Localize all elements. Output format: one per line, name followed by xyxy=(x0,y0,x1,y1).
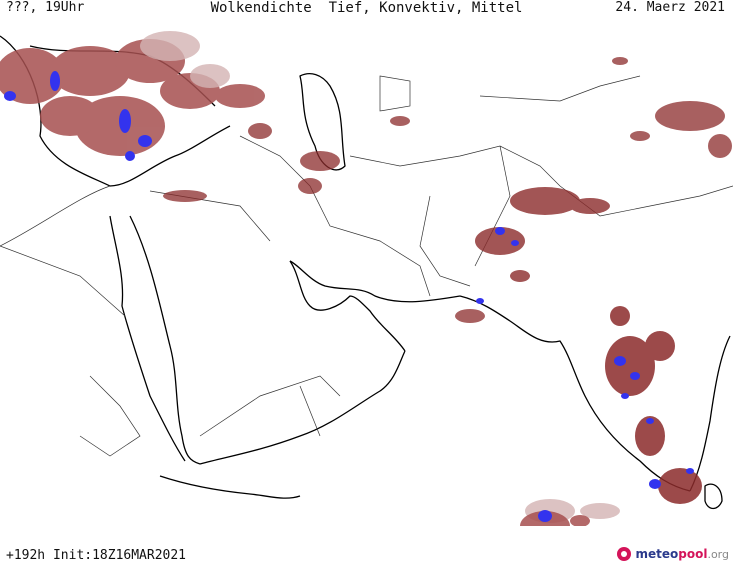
logo-text-pool: pool xyxy=(678,547,708,561)
cloud-patch-east xyxy=(612,57,732,158)
cloud-density-map xyxy=(0,31,733,526)
cloud-patch-pakistan xyxy=(475,187,610,282)
convective-cells xyxy=(4,71,694,522)
country-borders xyxy=(0,75,733,457)
cloud-cover-layer xyxy=(0,31,732,526)
cloud-patch-india xyxy=(605,306,702,504)
forecast-date: 24. Maerz 2021 xyxy=(615,0,725,15)
model-run-info: +192h Init:18Z16MAR2021 xyxy=(6,548,187,563)
meteopool-logo[interactable]: meteo pool .org xyxy=(617,544,729,564)
forecast-time-label: ???, 19Uhr xyxy=(6,0,85,15)
logo-text-org: .org xyxy=(707,547,729,561)
logo-icon xyxy=(617,547,632,561)
map-title: Wolkendichte Tief, Konvektiv, Mittel xyxy=(210,0,523,16)
cloud-patch-iran xyxy=(163,116,485,323)
logo-text-meteo: meteo xyxy=(635,547,679,561)
cloud-patch-turkey-balkans xyxy=(0,39,265,156)
